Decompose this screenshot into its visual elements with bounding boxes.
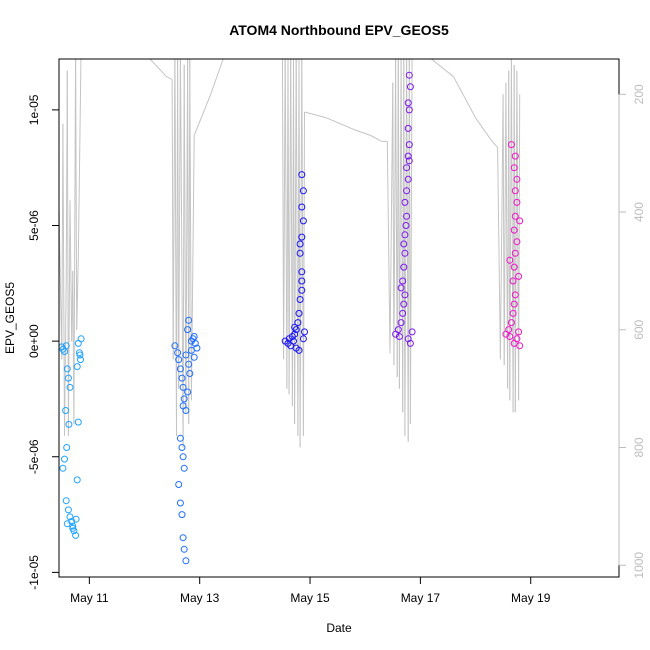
- trace-segment: [354, 130, 371, 136]
- trace-segment: [305, 112, 327, 118]
- data-point: [180, 535, 186, 541]
- data-point: [75, 419, 81, 425]
- right-tick-label: 200: [632, 84, 646, 104]
- trace-segment: [68, 200, 70, 435]
- data-point: [302, 329, 308, 335]
- data-point: [177, 500, 183, 506]
- y-tick-label: -1e-05: [27, 555, 41, 590]
- x-axis-label: Date: [326, 621, 352, 635]
- data-point: [517, 343, 523, 349]
- trace-segment: [63, 124, 65, 436]
- data-point: [177, 435, 183, 441]
- data-point: [407, 84, 413, 90]
- trace-segment: [454, 77, 476, 118]
- trace-segment: [180, 47, 183, 447]
- trace-segment: [70, 200, 72, 341]
- trace-segment: [519, 94, 520, 400]
- right-tick-label: 1000: [632, 552, 646, 579]
- trace-segment: [83, 36, 84, 54]
- data-point: [62, 456, 68, 462]
- data-point: [506, 327, 512, 333]
- right-tick-label: 400: [632, 202, 646, 222]
- trace-segment: [194, 94, 211, 135]
- data-point: [395, 327, 401, 333]
- data-point: [78, 336, 84, 342]
- trace-segment: [65, 283, 67, 436]
- x-tick-label: May 15: [290, 591, 330, 605]
- trace-segment: [387, 141, 390, 353]
- trace-segment: [476, 118, 493, 141]
- data-point: [64, 445, 70, 451]
- data-point: [175, 350, 181, 356]
- trace-segment: [431, 59, 453, 77]
- trace-segment: [492, 141, 498, 147]
- chart: ATOM4 Northbound EPV_GEOS5 Date EPV_GEOS…: [0, 0, 650, 650]
- trace-segment: [211, 47, 228, 94]
- plot-frame: [59, 59, 619, 577]
- trace-segment: [500, 94, 503, 359]
- trace-segment: [515, 71, 517, 412]
- data-point: [63, 498, 69, 504]
- data-point: [183, 558, 189, 564]
- trace-segment: [184, 65, 186, 412]
- series-1: [59, 336, 84, 539]
- x-tick-label: May 13: [180, 591, 220, 605]
- data-point: [179, 512, 185, 518]
- data-point: [74, 477, 80, 483]
- data-point: [74, 364, 80, 370]
- chart-title: ATOM4 Northbound EPV_GEOS5: [229, 22, 449, 38]
- trace-segment: [498, 147, 501, 359]
- trace-segment: [78, 47, 81, 259]
- data-point: [181, 465, 187, 471]
- y-tick-label: 1e-05: [27, 94, 41, 125]
- trace-segment: [179, 47, 181, 388]
- right-tick-label: 600: [632, 319, 646, 339]
- trace-segment: [227, 41, 244, 47]
- trace-segment: [390, 83, 393, 354]
- trace-segment: [371, 136, 382, 142]
- trace-segment: [412, 47, 431, 59]
- x-tick-label: May 17: [401, 591, 441, 605]
- data-point: [180, 454, 186, 460]
- pressure-trace-layer: [59, 36, 520, 448]
- trace-segment: [327, 118, 355, 130]
- axes-layer: May 11 May 13 May 15 May 17 May 19 -1e-05 -5e-…: [27, 59, 646, 605]
- trace-segment: [81, 36, 83, 48]
- data-point: [179, 375, 185, 381]
- data-point: [63, 408, 69, 414]
- data-point: [65, 507, 71, 513]
- data-point: [176, 482, 182, 488]
- y-tick-label: 5e-06: [27, 210, 41, 241]
- trace-segment: [190, 59, 192, 400]
- x-tick-label: May 19: [511, 591, 551, 605]
- y-tick-label: 0e+00: [27, 324, 41, 358]
- trace-segment: [167, 77, 173, 80]
- y-axis-label: EPV_GEOS5: [3, 282, 17, 354]
- trace-segment: [76, 47, 77, 330]
- data-point: [181, 546, 187, 552]
- trace-segment: [150, 59, 167, 77]
- trace-segment: [134, 53, 151, 59]
- data-point: [179, 445, 185, 451]
- trace-segment: [244, 41, 261, 47]
- y-tick-label: -5e-06: [27, 439, 41, 474]
- data-point: [60, 465, 66, 471]
- right-tick-label: 800: [632, 437, 646, 457]
- x-tick-label: May 11: [70, 591, 109, 605]
